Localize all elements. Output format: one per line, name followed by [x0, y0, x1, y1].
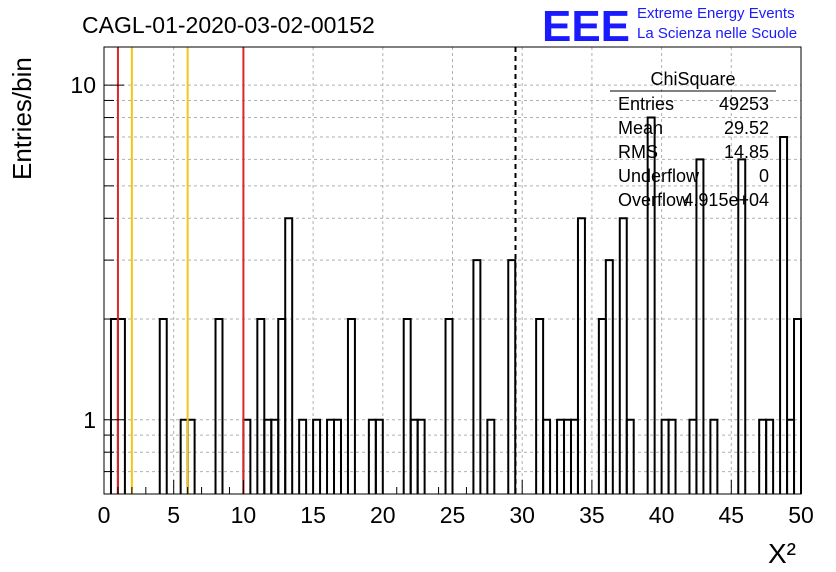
y-tick-label: 10	[70, 72, 96, 98]
chart-title: CAGL-01-2020-03-02-00152	[82, 12, 375, 38]
histogram-bin	[109, 318, 119, 494]
histogram-bin	[472, 259, 482, 494]
stats-label: Overflow	[618, 190, 690, 210]
histogram-bin	[604, 259, 614, 494]
histogram-bin	[179, 418, 189, 494]
logo-line2: La Scienza nelle Scuole	[637, 25, 797, 42]
histogram-bin	[409, 418, 419, 494]
stats-value: 4.915e+04	[683, 190, 769, 210]
marker-lines	[116, 47, 517, 494]
stats-value: 14.85	[724, 142, 769, 162]
histogram-bin	[695, 158, 705, 494]
histogram-bin	[542, 418, 552, 494]
histogram-bin	[444, 318, 454, 494]
histogram-bin	[333, 418, 342, 494]
x-tick-label: 10	[231, 502, 257, 528]
histogram-bin	[556, 418, 566, 494]
histogram-bin	[535, 318, 545, 494]
stats-value: 49253	[719, 94, 769, 114]
histogram-bin	[486, 418, 496, 494]
histogram-bin	[786, 418, 796, 494]
histogram-bin	[563, 418, 572, 494]
x-tick-label: 0	[98, 502, 111, 528]
y-tick-label: 1	[83, 407, 96, 433]
histogram-bin	[416, 418, 426, 494]
histogram-bin	[779, 135, 789, 494]
histogram-bin	[402, 318, 412, 494]
histogram-bin	[507, 259, 517, 494]
histogram-bin	[346, 318, 356, 494]
histogram-bin	[709, 418, 719, 494]
histogram-bin	[576, 217, 586, 494]
histogram-bin	[326, 418, 336, 494]
histogram-bin	[737, 158, 747, 494]
histogram-bin	[765, 418, 775, 494]
histogram-bin	[186, 418, 196, 494]
stats-label: RMS	[618, 142, 658, 162]
x-tick-label: 15	[300, 502, 326, 528]
histogram-bin	[597, 318, 607, 494]
histogram-bin	[667, 418, 677, 494]
x-tick-label: 30	[509, 502, 535, 528]
histogram-bin	[277, 318, 287, 494]
stats-label: Entries	[618, 94, 674, 114]
eee-logo: EEE Extreme Energy Events La Scienza nel…	[542, 2, 797, 51]
histogram-bin	[263, 418, 273, 494]
x-tick-label: 20	[370, 502, 396, 528]
x-tick-label: 25	[440, 502, 466, 528]
stats-label: Underflow	[618, 166, 700, 186]
histogram-bin	[116, 318, 126, 494]
logo-letters: EEE	[542, 2, 630, 51]
axes: 0 5 10 15 20 25 30 35 40 45 50 1 10	[70, 46, 814, 528]
x-tick-label: 50	[788, 502, 814, 528]
histogram-bin	[284, 217, 294, 494]
histogram-bin	[312, 418, 322, 494]
histogram-bin	[688, 418, 698, 494]
x-tick-label: 35	[579, 502, 605, 528]
histogram-bins	[109, 116, 802, 494]
histogram-bin	[298, 418, 308, 494]
histogram-bin	[758, 418, 768, 494]
histogram-bin	[158, 318, 168, 494]
stats-label: Mean	[618, 118, 663, 138]
histogram-bin	[660, 418, 670, 494]
stats-value: 0	[759, 166, 769, 186]
histogram-bin	[625, 418, 635, 494]
y-axis-label: Entries/bin	[7, 57, 37, 180]
histogram-bin	[569, 418, 579, 494]
stats-value: 29.52	[724, 118, 769, 138]
histogram-bin	[793, 318, 802, 494]
histogram-bin	[618, 217, 628, 494]
stats-box: ChiSquare Entries 49253 Mean 29.52 RMS 14.85 U…	[610, 69, 776, 210]
x-tick-label: 5	[167, 502, 180, 528]
x-tick-label: 40	[649, 502, 675, 528]
histogram-bin	[367, 418, 377, 494]
histogram-bin	[214, 318, 224, 494]
x-tick-label: 45	[719, 502, 745, 528]
histogram-bin	[646, 116, 656, 494]
logo-line1: Extreme Energy Events	[637, 5, 795, 22]
histogram-bin	[242, 418, 252, 494]
histogram-bin	[374, 418, 384, 494]
histogram-bin	[270, 418, 280, 494]
histogram-bin	[256, 318, 266, 494]
stats-title: ChiSquare	[650, 69, 735, 89]
x-axis-label: X²	[768, 538, 796, 569]
